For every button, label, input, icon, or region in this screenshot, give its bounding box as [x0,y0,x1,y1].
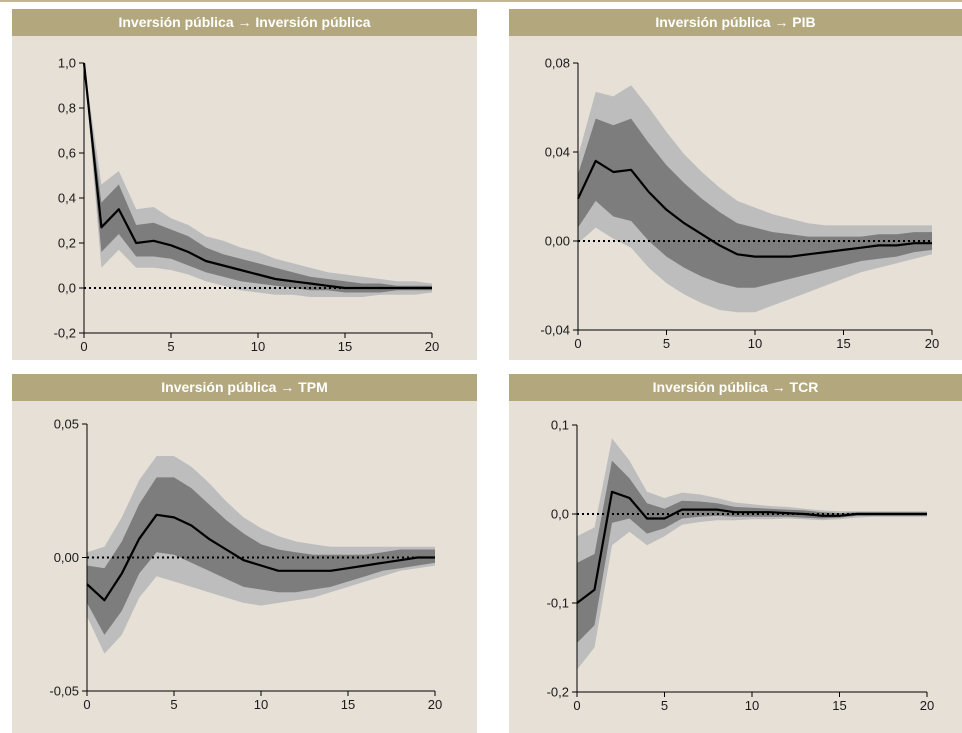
y-tick-label: 0,08 [545,56,570,71]
x-tick-label: 20 [920,698,934,713]
y-tick-label: 1,0 [58,56,76,71]
y-tick-label: 0,8 [58,101,76,116]
y-tick-label: 0,00 [54,550,79,565]
y-tick-label: 0,6 [58,146,76,161]
inner-confidence-band [578,118,932,288]
chart-panel-tcr: Inversión pública → TCR -0,2 -0,1 0,0 0,1 0 5… [509,374,962,733]
y-tick-label: 0,4 [58,191,76,206]
x-tick-label: 0 [83,697,90,712]
x-tick-label: 5 [663,336,670,351]
x-tick-label: 5 [661,698,668,713]
inner-confidence-band [84,63,432,293]
outer-confidence-band [84,63,432,297]
inner-confidence-band [577,460,927,643]
x-tick-label: 5 [167,339,174,354]
chart-title: Inversión pública → Inversión pública [12,9,477,36]
chart-title: Inversión pública → TCR [509,374,962,401]
x-tick-label: 15 [341,697,355,712]
impulse-response-line [82,62,432,290]
x-tick-label: 10 [254,697,268,712]
impulse-response-line [86,513,435,602]
x-tick-label: 10 [251,339,265,354]
y-tick-label: 0,0 [551,507,569,522]
x-tick-label: 15 [338,339,352,354]
y-tick-label: 0,0 [58,281,76,296]
y-tick-label: 0,05 [54,417,79,432]
y-tick-label: 0,2 [58,236,76,251]
x-tick-label: 5 [170,697,177,712]
y-tick-label: 0,00 [545,234,570,249]
outer-confidence-band [577,438,927,670]
top-rule [0,0,962,2]
x-tick-label: 20 [428,697,442,712]
x-tick-label: 0 [574,336,581,351]
chart-panel-inversion: Inversión pública → Inversión pública -0… [12,9,477,360]
x-tick-label: 0 [573,698,580,713]
chart-plot: -0,04 0,00 0,04 0,08 0 5 10 15 20 [540,56,939,352]
x-tick-label: 20 [925,336,939,351]
y-tick-label: -0,2 [54,326,76,341]
y-tick-label: -0,2 [547,685,569,700]
x-tick-label: 0 [80,339,87,354]
x-tick-label: 10 [748,336,762,351]
y-tick-label: -0,05 [49,684,79,699]
x-tick-label: 10 [745,698,759,713]
y-tick-label: 0,1 [551,418,569,433]
chart-panel-pib: Inversión pública → PIB -0,04 0,00 0,04 0,0… [509,9,962,360]
y-tick-label: 0,04 [545,145,570,160]
chart-plot: -0,05 0,00 0,05 0 5 10 15 20 [49,417,442,713]
chart-panel-tpm: Inversión pública → TPM -0,05 0,00 0,05 0 5 1… [12,374,477,733]
y-tick-label: -0,1 [547,596,569,611]
chart-plot: -0,2 0,0 0,2 0,4 0,6 0,8 1,0 0 5 10 15 20 [54,56,440,355]
chart-plot: -0,2 -0,1 0,0 0,1 0 5 10 15 20 [547,418,935,714]
y-tick-label: -0,04 [540,323,570,338]
chart-title: Inversión pública → TPM [12,374,477,401]
x-tick-label: 15 [832,698,846,713]
x-tick-label: 20 [425,339,439,354]
x-tick-label: 15 [836,336,850,351]
impulse-response-line [577,159,932,258]
impulse-response-line [576,490,927,604]
chart-title: Inversión pública → PIB [509,9,962,36]
